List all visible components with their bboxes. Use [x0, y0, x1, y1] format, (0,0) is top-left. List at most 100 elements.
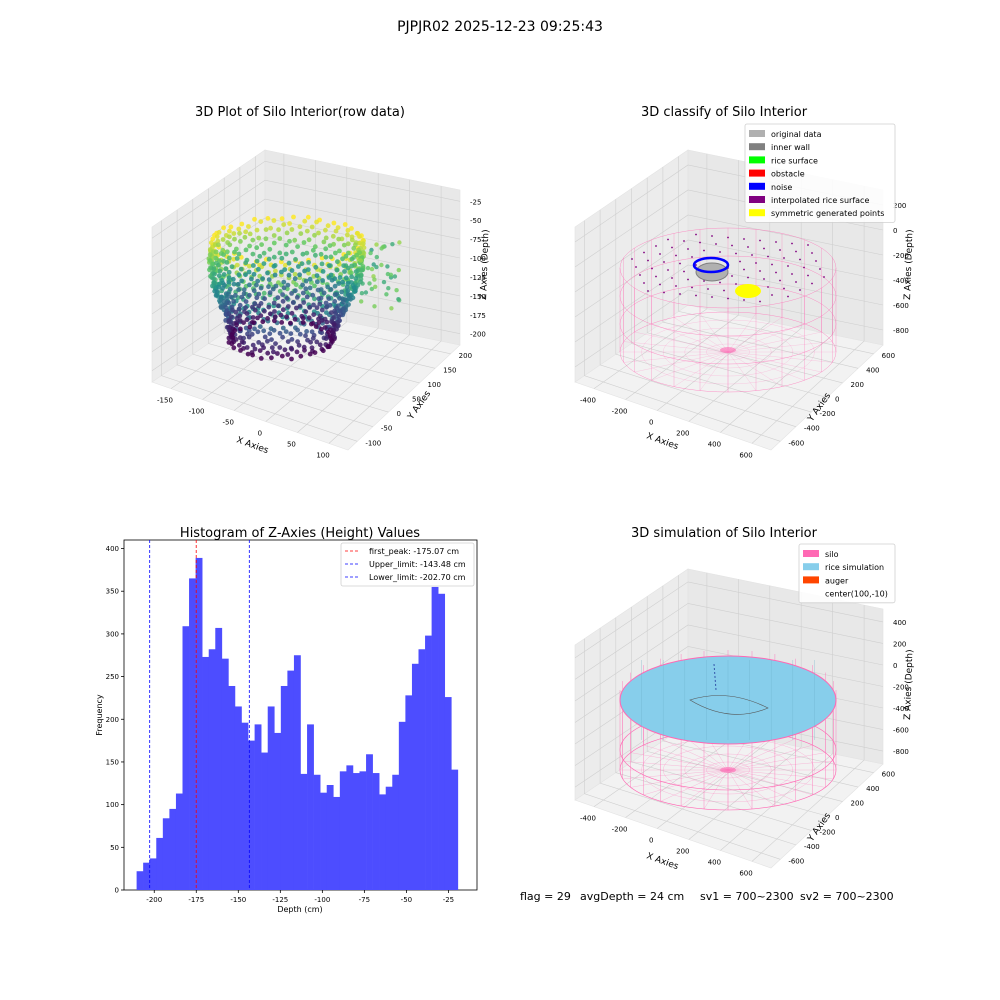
panel4-legend-swatch	[803, 550, 819, 557]
raw-data-point	[226, 340, 232, 345]
interpolated-rice-point	[671, 277, 673, 279]
interpolated-rice-point	[703, 249, 705, 252]
raw-data-point	[341, 263, 347, 268]
p2-y-gridline	[662, 167, 859, 369]
raw-data-point	[250, 315, 256, 320]
raw-data-point	[227, 228, 232, 234]
raw-data-point	[262, 308, 267, 314]
panel4-legend-label: center(100,-10)	[825, 590, 888, 599]
interpolated-rice-point	[747, 276, 749, 279]
p1-x-gridline	[328, 186, 442, 444]
panel2-legend-frame	[744, 123, 896, 223]
raw-data-point	[360, 281, 365, 286]
silo-floor-spoke	[660, 738, 729, 771]
raw-data-point	[292, 288, 298, 294]
histogram-bar	[307, 724, 314, 890]
panel4-legend-label: rice simulation	[825, 563, 884, 572]
interpolated-rice-point	[815, 260, 817, 262]
raw-data-point	[339, 289, 345, 295]
raw-data-point	[293, 257, 298, 262]
p1-z-tick-label: -25	[470, 198, 481, 206]
raw-data-point	[295, 327, 300, 333]
interpolated-rice-point	[727, 236, 729, 239]
raw-data-point	[265, 316, 270, 321]
panel2-zlabel: Z Axies (Depth)	[903, 229, 915, 300]
interpolated-rice-point	[743, 238, 745, 240]
raw-data-point	[329, 277, 335, 283]
histogram-y-tick-label: 50	[110, 844, 119, 852]
histogram-bar	[254, 724, 262, 890]
raw-data-point	[222, 282, 227, 288]
raw-data-point	[349, 274, 354, 280]
silo-floor-spoke	[727, 769, 776, 807]
silo-floor-spoke	[634, 351, 729, 373]
raw-data-point	[254, 295, 260, 301]
p2-y-tick-label: 400	[866, 366, 879, 374]
panel2-legend-swatch	[749, 130, 765, 137]
p2-y-tick-label: 0	[835, 396, 839, 404]
raw-data-point	[319, 261, 325, 267]
raw-data-point	[250, 342, 256, 348]
silo-floor-spoke	[634, 331, 729, 353]
interpolated-rice-point	[743, 268, 745, 271]
raw-data-point	[295, 244, 300, 250]
raw-data-point	[346, 250, 351, 256]
p1-x-gridline	[265, 173, 379, 422]
p1-z-gridline	[151, 198, 461, 277]
raw-data-point	[267, 246, 273, 252]
raw-data-point	[294, 305, 299, 311]
raw-data-point	[349, 263, 355, 269]
raw-data-point	[340, 256, 345, 262]
raw-data-point	[349, 226, 354, 231]
interpolated-rice-point	[655, 245, 657, 247]
raw-data-point	[227, 318, 232, 324]
interpolated-rice-point	[751, 254, 753, 256]
p1-x-tick-label: 100	[316, 451, 329, 459]
p2-y-gridline	[646, 177, 843, 384]
silo-floor-spoke	[651, 351, 729, 381]
p4-y-gridline	[599, 628, 796, 846]
interpolated-rice-point	[631, 258, 633, 260]
silo-floor-spoke	[680, 769, 729, 807]
raw-data-point	[311, 302, 316, 308]
raw-data-point	[327, 302, 333, 308]
panel4-legend-label: silo	[825, 550, 839, 559]
raw-data-point	[252, 307, 258, 313]
interpolated-rice-point	[779, 249, 781, 251]
interpolated-rice-point	[767, 255, 769, 258]
histogram-bar	[189, 578, 196, 890]
raw-data-point	[335, 225, 341, 231]
raw-data-point	[306, 270, 311, 276]
raw-data-point	[342, 269, 347, 274]
silo-ring	[619, 283, 837, 365]
figure-suptitle: PJPJR02 2025-12-23 09:25:43	[397, 19, 603, 35]
raw-data-point	[289, 227, 295, 232]
raw-data-point	[211, 266, 217, 271]
panel2-title: 3D classify of Silo Interior	[641, 105, 808, 120]
p2-x-tick-label: -200	[612, 408, 628, 416]
raw-data-point	[256, 303, 262, 309]
raw-data-point	[228, 294, 234, 300]
raw-data-point	[207, 252, 213, 258]
silo-floor-spoke	[630, 769, 729, 788]
raw-data-point	[336, 314, 342, 320]
p1-y-tick-label: 100	[428, 381, 441, 389]
raw-data-point	[267, 290, 273, 296]
p4-y-tick-label: -200	[819, 828, 835, 836]
raw-data-point	[353, 269, 359, 274]
raw-data-point	[388, 272, 394, 277]
p4-z-gridline	[574, 603, 884, 680]
raw-data-point	[266, 256, 272, 262]
raw-data-point	[236, 306, 242, 312]
p1-x-gridline	[234, 166, 348, 411]
panel2-legend-swatch	[749, 156, 765, 164]
interpolated-rice-point	[659, 253, 661, 255]
raw-data-point	[243, 272, 248, 278]
p4-z-tick-label: -600	[893, 727, 909, 735]
raw-data-point	[319, 326, 324, 332]
raw-data-point	[228, 224, 234, 230]
raw-data-point	[319, 255, 325, 261]
raw-data-point	[239, 221, 245, 227]
raw-data-point	[345, 232, 350, 238]
histogram-bar	[313, 774, 321, 890]
